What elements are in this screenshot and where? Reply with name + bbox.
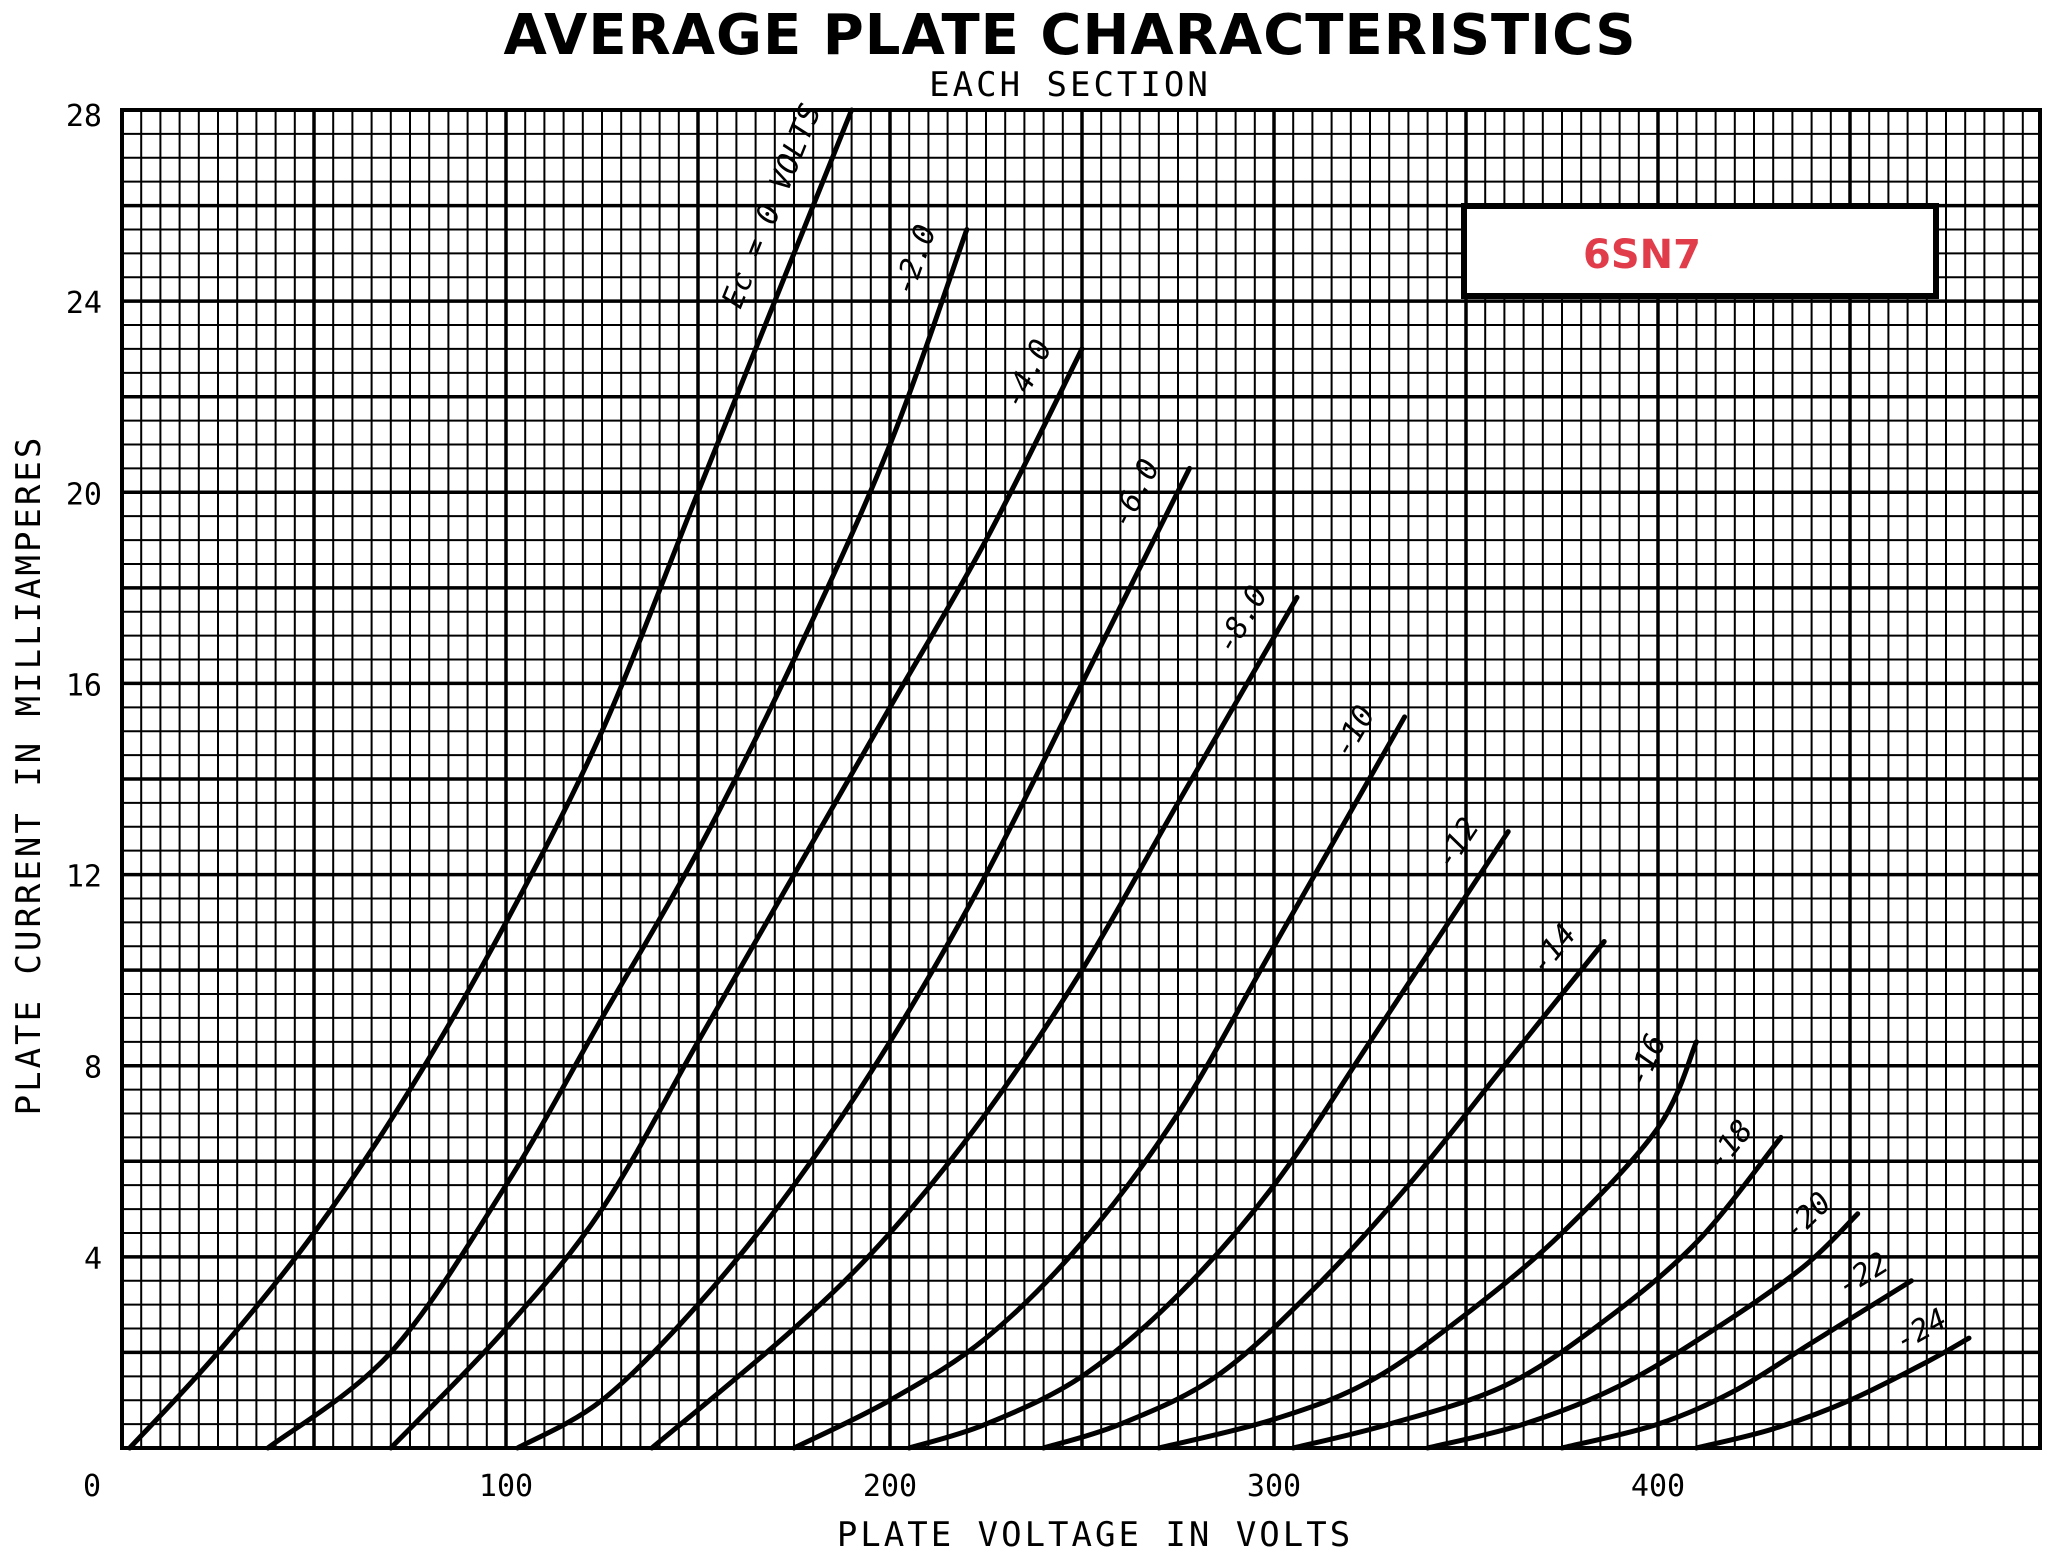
y-tick-label: 28 [66, 99, 102, 134]
y-tick-label: 12 [66, 860, 102, 895]
curves [127, 107, 1972, 1451]
x-tick-label: 100 [479, 1469, 533, 1504]
curve-line [906, 829, 1511, 1451]
curve-line [1290, 1134, 1784, 1451]
x-tick-label: 400 [1631, 1469, 1685, 1504]
legend-box: 6SN7 [1461, 203, 1939, 299]
x-tick-label: 0 [83, 1469, 101, 1504]
curve-line [1693, 1335, 1972, 1451]
curve-line [1559, 1278, 1914, 1451]
x-tick-label: 200 [863, 1469, 917, 1504]
chart-title: AVERAGE PLATE CHARACTERISTICS [503, 3, 1636, 68]
legend-label: 6SN7 [1583, 232, 1701, 278]
plot-frame [120, 108, 2042, 1450]
grid [122, 110, 2040, 1448]
y-tick-labels: 4 8 12 16 20 24 28 [66, 99, 102, 1277]
curve-line [1425, 1211, 1861, 1451]
y-tick-label: 24 [66, 286, 102, 321]
y-tick-label: 16 [66, 668, 102, 703]
y-tick-label: 20 [66, 477, 102, 512]
curve-line [515, 465, 1192, 1451]
curve-label: -2.0 [886, 220, 943, 300]
x-tick-labels: 0 100 200 300 400 [83, 1469, 1685, 1504]
curve-line [1156, 1039, 1699, 1451]
curve-label: -20 [1775, 1185, 1838, 1248]
chart-subtitle: EACH SECTION [929, 65, 1211, 105]
y-axis-label: PLATE CURRENT IN MILLIAMPERES [9, 435, 49, 1116]
curve-line [388, 346, 1085, 1451]
curve-line [649, 594, 1300, 1451]
x-axis-label: PLATE VOLTAGE IN VOLTS [837, 1515, 1353, 1555]
y-tick-label: 8 [84, 1051, 102, 1086]
curve-label: -16 [1620, 1029, 1674, 1093]
curve-line [791, 714, 1408, 1451]
curve-label: -12 [1428, 812, 1487, 877]
curve-line [1041, 939, 1607, 1451]
curve-line [127, 107, 855, 1451]
y-tick-label: 4 [84, 1242, 102, 1277]
curve-label: -18 [1699, 1113, 1760, 1177]
curve-label: -14 [1523, 917, 1584, 981]
curve-line [265, 227, 970, 1451]
legend-frame [1461, 203, 1939, 299]
x-tick-label: 300 [1247, 1469, 1301, 1504]
